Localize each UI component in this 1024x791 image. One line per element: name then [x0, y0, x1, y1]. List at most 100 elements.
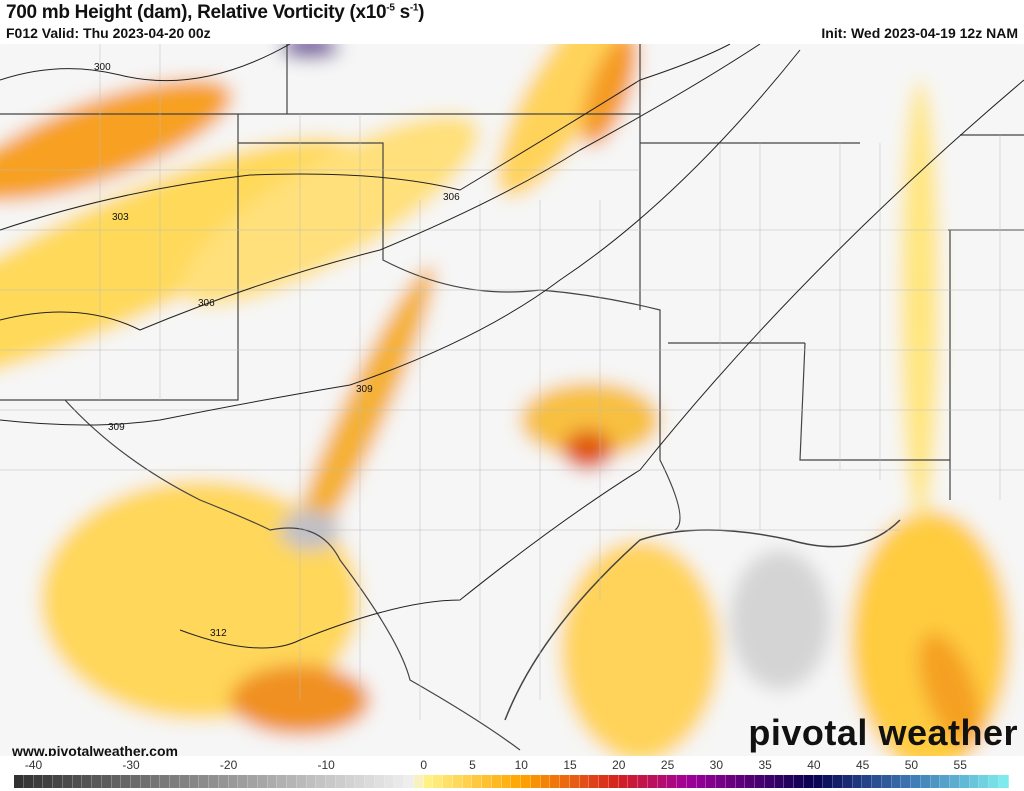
colorbar-cell	[950, 775, 960, 788]
title-exponent: -5	[386, 2, 395, 14]
colorbar-cell	[969, 775, 980, 788]
colorbar-cell	[940, 775, 950, 788]
colorbar-cell	[755, 775, 765, 788]
colorbar: -40 -30 -20 -10 0 5 10 15 20 25 30 35 40 45 50 55	[0, 756, 1024, 791]
colorbar-cell	[394, 775, 404, 788]
colorbar-cell	[482, 775, 492, 788]
colorbar-cell	[228, 775, 239, 788]
colorbar-cell	[326, 775, 336, 788]
contour-label: 300	[94, 62, 111, 73]
colorbar-cell	[696, 775, 707, 788]
title-exponent: -1	[409, 2, 419, 14]
colorbar-cell	[277, 775, 287, 788]
colorbar-cell	[930, 775, 941, 788]
colorbar-tick: 25	[660, 758, 675, 772]
colorbar-cell	[101, 775, 112, 788]
colorbar-cell	[911, 775, 921, 788]
colorbar-tick: 0	[420, 758, 428, 772]
colorbar-cell	[881, 775, 892, 788]
colorbar-cell	[784, 775, 794, 788]
colorbar-cell	[140, 775, 151, 788]
colorbar-cell	[170, 775, 180, 788]
colorbar-tick: 5	[469, 758, 476, 772]
colorbar-cell	[745, 775, 755, 788]
colorbar-cell	[92, 775, 102, 788]
colorbar-cell	[813, 775, 824, 788]
colorbar-cell	[979, 775, 989, 788]
height-contours	[0, 44, 1024, 649]
colorbar-cells	[14, 775, 1009, 788]
colorbar-cell	[833, 775, 843, 788]
colorbar-cell	[725, 775, 736, 788]
colorbar-cell	[842, 775, 853, 788]
colorbar-cell	[491, 775, 502, 788]
colorbar-cell	[248, 775, 258, 788]
colorbar-cell	[384, 775, 395, 788]
title-unit: s	[394, 2, 411, 23]
colorbar-cell	[872, 775, 882, 788]
pivotal-weather-logo: pivotal weather	[748, 712, 1018, 753]
colorbar-cell	[794, 775, 804, 788]
colorbar-cell	[218, 775, 229, 788]
colorbar-tick: -20	[219, 758, 238, 772]
colorbar-cell	[267, 775, 278, 788]
colorbar-cell	[891, 775, 902, 788]
colorbar-cell	[803, 775, 814, 788]
colorbar-cell	[852, 775, 863, 788]
colorbar-cell	[774, 775, 785, 788]
colorbar-cell	[257, 775, 268, 788]
contour-label: 309	[356, 384, 373, 395]
colorbar-cell	[579, 775, 590, 788]
colorbar-cell	[199, 775, 209, 788]
colorbar-tick: 20	[612, 758, 626, 772]
colorbar-cell	[14, 775, 24, 788]
colorbar-cell	[657, 775, 668, 788]
colorbar-cell	[550, 775, 560, 788]
colorbar-cell	[462, 775, 473, 788]
colorbar-cell	[374, 775, 385, 788]
colorbar-cell	[959, 775, 970, 788]
colorbar-cell	[179, 775, 190, 788]
colorbar-tick: 40	[807, 758, 821, 772]
colorbar-cell	[335, 775, 346, 788]
colorbar-tick: 15	[563, 758, 577, 772]
colorbar-tick: 35	[758, 758, 772, 772]
watermark-url: www.pivotalweather.com	[12, 743, 178, 759]
colorbar-cell	[209, 775, 219, 788]
colorbar-cell	[901, 775, 911, 788]
colorbar-cell	[433, 775, 443, 788]
colorbar-cell	[296, 775, 307, 788]
colorbar-cell	[501, 775, 512, 788]
vorticity-shading	[0, 44, 1024, 756]
colorbar-cell	[989, 775, 999, 788]
colorbar-cell	[560, 775, 570, 788]
contour-label: 309	[108, 422, 125, 433]
colorbar-cell	[404, 775, 414, 788]
colorbar-cell	[521, 775, 531, 788]
colorbar-cell	[423, 775, 434, 788]
colorbar-cell	[189, 775, 200, 788]
colorbar-cell	[618, 775, 629, 788]
header: 700 mb Height (dam), Relative Vorticity …	[0, 0, 1024, 44]
init-time: Init: Wed 2023-04-19 12z NAM	[821, 25, 1018, 41]
colorbar-cell	[443, 775, 453, 788]
colorbar-tick: -10	[317, 758, 335, 772]
title-text: 700 mb Height (dam), Relative Vorticity …	[6, 2, 387, 23]
colorbar-cell	[716, 775, 726, 788]
colorbar-cell	[589, 775, 599, 788]
colorbar-cell	[540, 775, 551, 788]
colorbar-cell	[472, 775, 482, 788]
colorbar-tick: 45	[855, 758, 870, 772]
colorbar-cell	[920, 775, 931, 788]
colorbar-cell	[72, 775, 83, 788]
colorbar-cell	[160, 775, 170, 788]
colorbar-tick: 10	[514, 758, 528, 772]
colorbar-cell	[735, 775, 746, 788]
map-svg: 300 303 306 306 309 309 312	[0, 44, 1024, 756]
weather-map[interactable]: 300 303 306 306 309 309 312	[0, 44, 1024, 756]
colorbar-tick: 55	[953, 758, 967, 772]
contour-label: 306	[198, 298, 215, 309]
colorbar-cell	[764, 775, 775, 788]
colorbar-cell	[306, 775, 317, 788]
colorbar-cell	[998, 775, 1009, 788]
